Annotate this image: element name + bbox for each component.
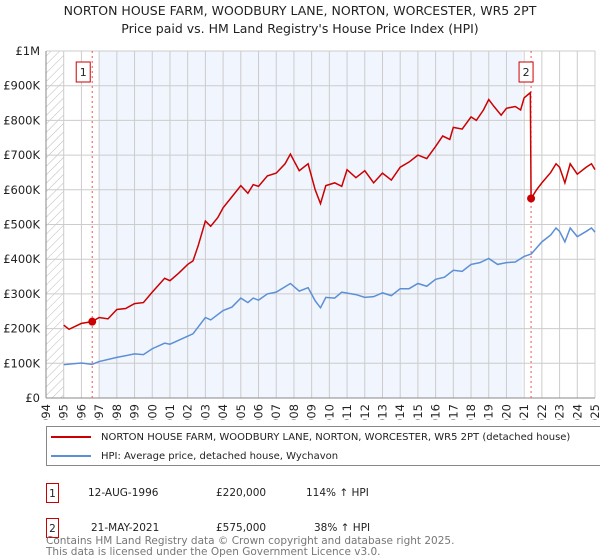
x-tick-label: 2025 [588, 404, 600, 420]
legend: NORTON HOUSE FARM, WOODBURY LANE, NORTON… [46, 426, 600, 466]
x-tick-label: 2004 [216, 404, 230, 420]
chart-subtitle: Price paid vs. HM Land Registry's House … [121, 21, 479, 36]
x-tick-label: 2019 [482, 404, 496, 420]
x-tick-label: 2023 [553, 404, 567, 420]
x-tick-label: 1995 [57, 404, 71, 420]
y-tick-label: £500K [3, 218, 40, 232]
sale-badge: 1 [46, 483, 59, 503]
sale-price: £575,000 [216, 522, 267, 534]
x-tick-label: 1997 [92, 404, 106, 420]
legend-label: NORTON HOUSE FARM, WOODBURY LANE, NORTON… [101, 431, 571, 443]
footer-licence: This data is licensed under the Open Gov… [46, 546, 381, 558]
property-price-line [63, 91, 596, 331]
legend-label: HPI: Average price, detached house, Wych… [101, 450, 339, 462]
sale-date: 12-AUG-1996 [88, 487, 159, 499]
x-tick-label: 2006 [252, 404, 266, 420]
x-tick-label: 2015 [411, 404, 425, 420]
x-tick-label: 2010 [322, 404, 336, 420]
x-tick-label: 2001 [163, 404, 177, 420]
x-tick-label: 2024 [570, 404, 584, 420]
x-tick-label: 1994 [39, 404, 53, 420]
sale-hpi: 114% ↑ HPI [306, 487, 369, 499]
sale-row-1: 1 12-AUG-1996 £220,000 114% ↑ HPI [46, 483, 446, 505]
sale-label-text: 2 [523, 66, 530, 79]
y-tick-label: £0 [25, 391, 40, 405]
legend-swatch-blue [51, 455, 91, 457]
sale-marker-2 [527, 194, 536, 203]
price-chart: 1994 1995 1996 1997 1998 1999 2000 2001 2002 2003… [3, 44, 600, 420]
y-tick-label: £300K [3, 287, 40, 301]
y-tick-label: £400K [3, 252, 40, 266]
x-tick-label: 2013 [375, 404, 389, 420]
x-tick-label: 1996 [74, 404, 88, 420]
sale-date: 21-MAY-2021 [91, 522, 160, 534]
x-tick-label: 2022 [535, 404, 549, 420]
y-tick-label: £200K [3, 322, 40, 336]
legend-item-property: NORTON HOUSE FARM, WOODBURY LANE, NORTON… [51, 429, 570, 445]
x-tick-label: 2017 [446, 404, 460, 420]
legend-item-hpi: HPI: Average price, detached house, Wych… [51, 448, 338, 464]
x-tick-label: 2018 [464, 404, 478, 420]
sale-row-2: 2 21-MAY-2021 £575,000 38% ↑ HPI [46, 518, 446, 540]
x-tick-label: 2011 [340, 404, 354, 420]
x-tick-label: 2014 [393, 404, 407, 420]
sale-label-2: 2 [518, 61, 534, 83]
x-tick-label: 2009 [305, 404, 319, 420]
y-tick-label: £900K [3, 79, 40, 93]
x-tick-label: 2003 [198, 404, 212, 420]
x-tick-label: 2016 [429, 404, 443, 420]
x-tick-label: 2020 [499, 404, 513, 420]
x-tick-label: 2008 [287, 404, 301, 420]
y-tick-label: £600K [3, 183, 40, 197]
sale-badge: 2 [46, 518, 59, 538]
x-tick-label: 2012 [358, 404, 372, 420]
x-tick-label: 2000 [145, 404, 159, 420]
sale-label-box [518, 61, 534, 83]
footer-copyright: Contains HM Land Registry data © Crown c… [46, 535, 455, 547]
y-tick-label: £800K [3, 113, 40, 127]
x-tick-label: 1999 [128, 404, 142, 420]
sale-price: £220,000 [216, 487, 267, 499]
sale-marker-1 [88, 317, 97, 326]
y-tick-label: £100K [3, 356, 40, 370]
x-tick-label: 2021 [517, 404, 531, 420]
y-tick-label: £1M [15, 44, 40, 58]
sale-label-box [75, 61, 91, 83]
x-tick-label: 2007 [269, 404, 283, 420]
x-tick-label: 1998 [110, 404, 124, 420]
y-tick-label: £700K [3, 148, 40, 162]
sale-label-1: 1 [75, 61, 91, 83]
hpi-line [63, 226, 596, 366]
sale-hpi: 38% ↑ HPI [314, 522, 371, 534]
x-tick-label: 2005 [234, 404, 248, 420]
sale-label-text: 1 [80, 66, 87, 79]
x-tick-label: 2002 [181, 404, 195, 420]
chart-title: NORTON HOUSE FARM, WOODBURY LANE, NORTON… [63, 3, 537, 18]
legend-swatch-red [51, 436, 91, 438]
